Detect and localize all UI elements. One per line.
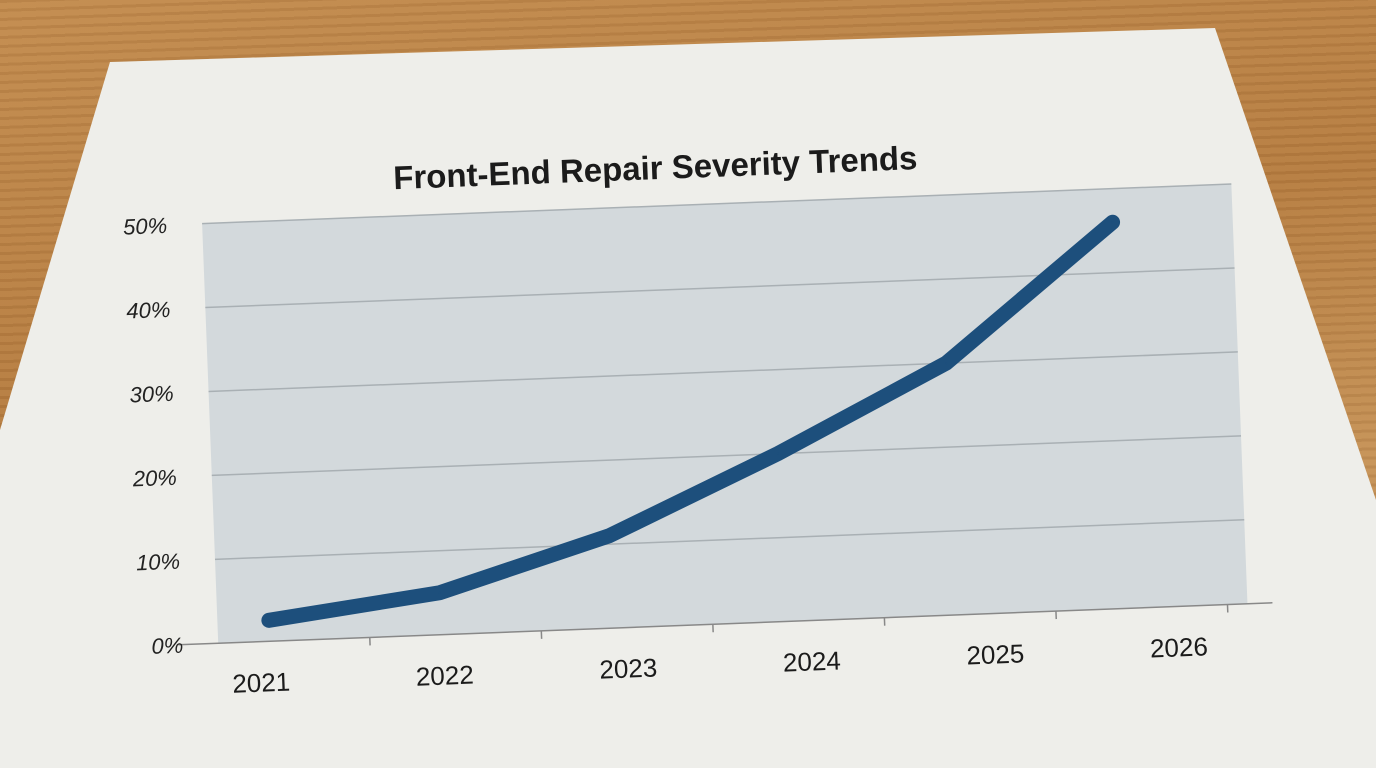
data-point-2024 <box>776 452 779 455</box>
data-point-2025 <box>945 362 948 365</box>
x-tick-label: 2023 <box>599 652 658 684</box>
x-tick-label: 2021 <box>232 667 291 699</box>
gridline <box>205 267 1235 309</box>
y-tick-label: 10% <box>136 549 181 576</box>
data-point-2023 <box>608 534 611 537</box>
series-line <box>261 214 1121 628</box>
y-tick-label: 0% <box>151 633 184 659</box>
x-tick-label: 2022 <box>415 660 474 692</box>
x-tick-label: 2024 <box>782 645 841 677</box>
y-tick-label: 40% <box>126 297 171 324</box>
data-point-2021 <box>267 619 270 622</box>
gridline <box>211 435 1242 477</box>
plot-area <box>202 184 1248 644</box>
data-point-2022 <box>438 591 441 594</box>
x-axis <box>178 602 1273 646</box>
gridline <box>202 183 1232 225</box>
y-tick-label: 30% <box>129 381 174 408</box>
data-point-2026 <box>1111 221 1114 224</box>
x-tick-label: 2026 <box>1149 631 1208 663</box>
gridline <box>208 351 1238 393</box>
x-tick-label: 2025 <box>966 638 1025 670</box>
gridline <box>214 519 1245 561</box>
y-tick-label: 50% <box>123 213 168 240</box>
y-tick-label: 20% <box>131 465 177 492</box>
